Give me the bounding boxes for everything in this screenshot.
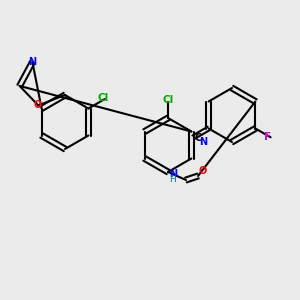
Text: Cl: Cl xyxy=(162,95,174,105)
Text: Cl: Cl xyxy=(97,93,108,103)
Text: N: N xyxy=(200,137,208,147)
Text: O: O xyxy=(199,166,207,176)
Text: N: N xyxy=(169,169,177,179)
Text: F: F xyxy=(264,132,271,142)
Text: C: C xyxy=(195,133,202,143)
Text: H: H xyxy=(169,176,176,184)
Text: O: O xyxy=(33,100,41,110)
Text: N: N xyxy=(28,57,37,67)
